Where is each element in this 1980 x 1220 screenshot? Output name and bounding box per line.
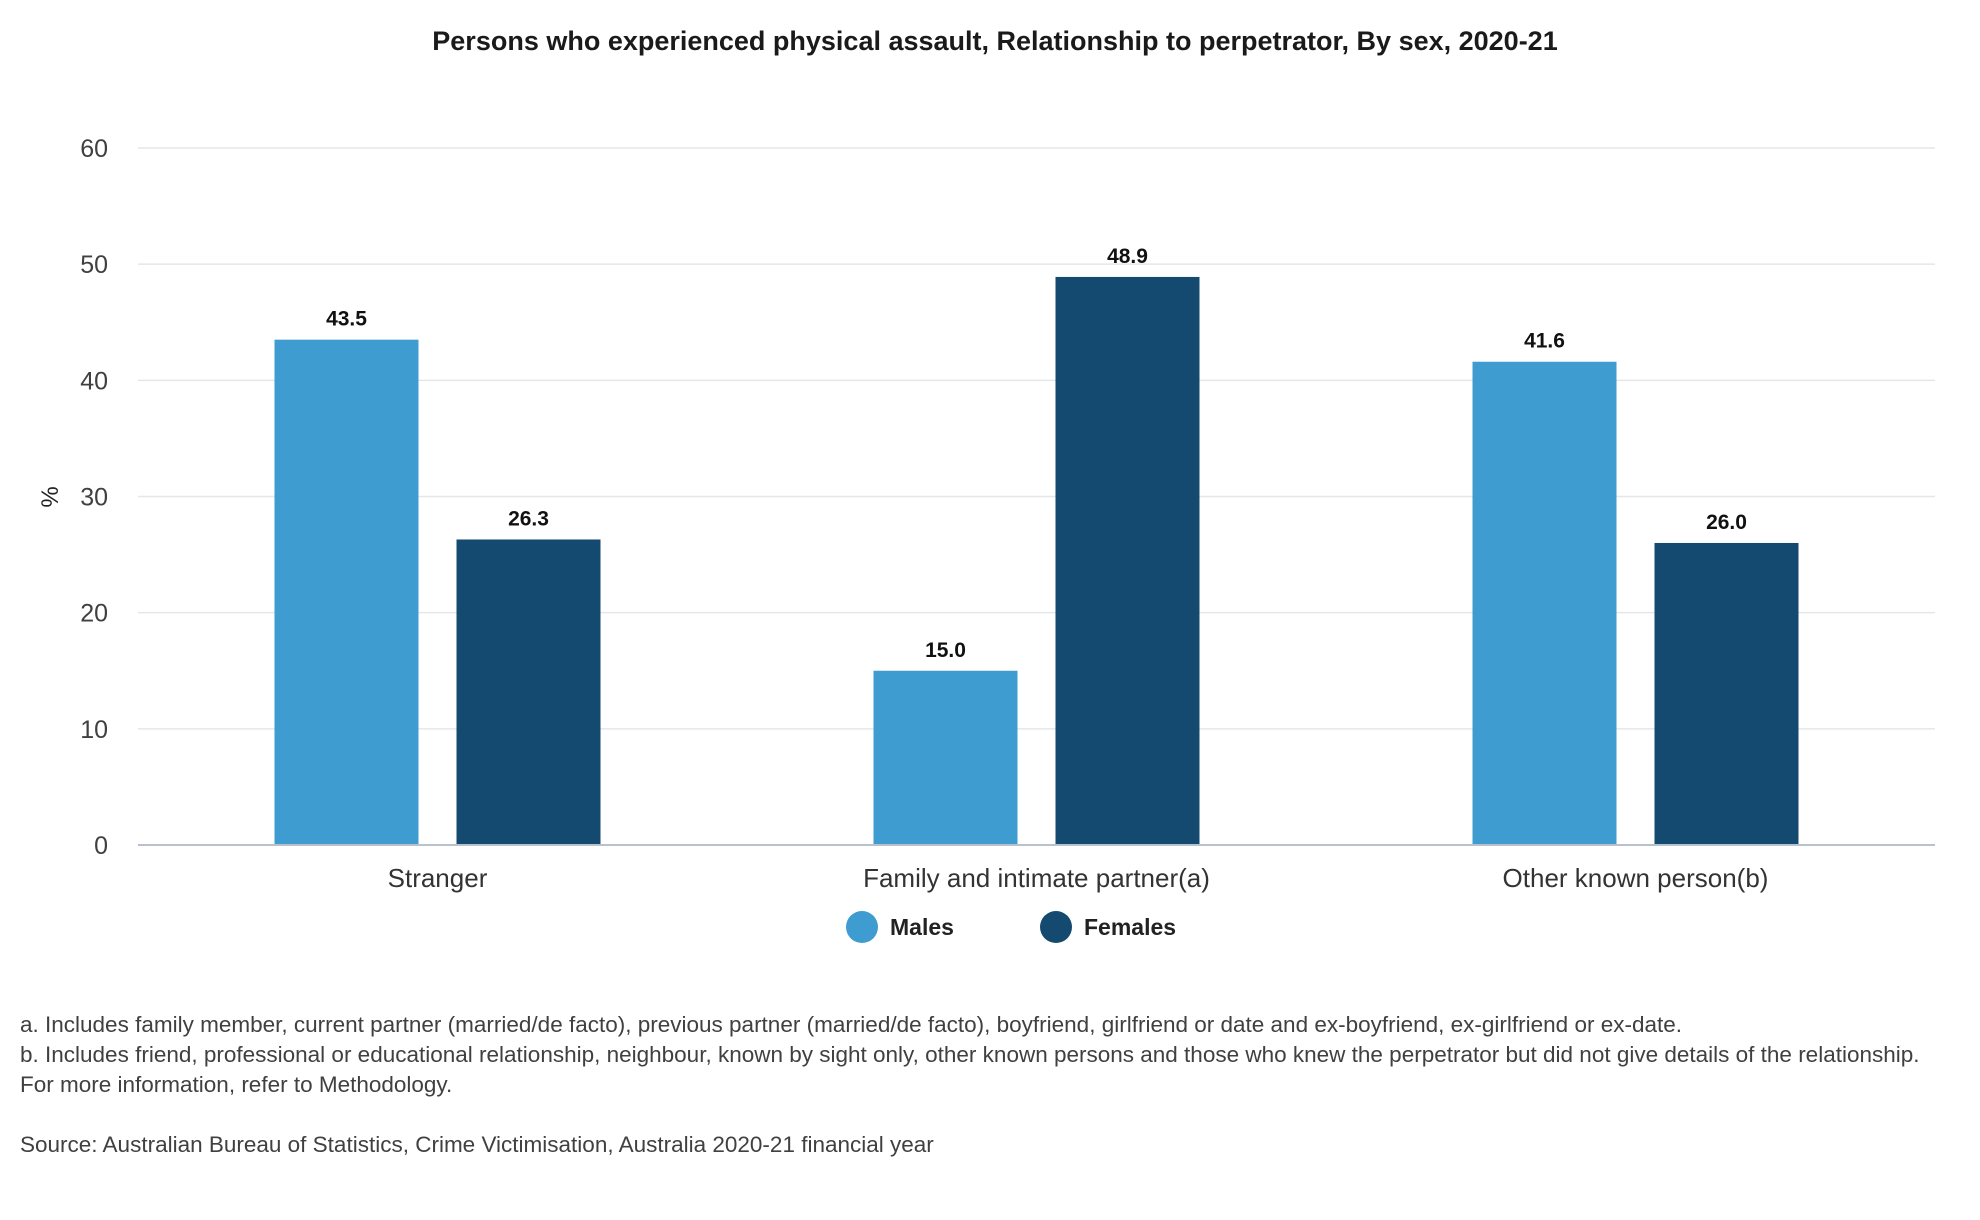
y-axis-ticks: 0 10 20 30 40 50 60 <box>80 135 108 860</box>
footnote-b: b. Includes friend, professional or educ… <box>20 1042 1920 1067</box>
chart: Persons who experienced physical assault… <box>37 26 1935 943</box>
legend-label: Males <box>890 914 954 940</box>
data-label: 15.0 <box>925 639 966 662</box>
x-category-label: Other known person(b) <box>1503 863 1769 893</box>
y-axis-label: % <box>37 486 64 507</box>
data-label: 26.3 <box>508 507 549 530</box>
data-label: 48.9 <box>1107 245 1148 268</box>
bar-males <box>873 670 1018 845</box>
legend-label: Females <box>1084 914 1176 940</box>
bar-females <box>456 539 601 845</box>
legend[interactable]: Males Females <box>846 911 1176 943</box>
data-label: 26.0 <box>1706 511 1747 534</box>
legend-item-males[interactable]: Males <box>846 911 954 943</box>
bars <box>274 276 1799 845</box>
chart-title: Persons who experienced physical assault… <box>432 26 1557 56</box>
legend-item-females[interactable]: Females <box>1040 911 1176 943</box>
y-tick-label: 50 <box>80 251 108 279</box>
data-label: 43.5 <box>326 308 367 331</box>
x-category-label: Stranger <box>388 863 488 893</box>
y-tick-label: 10 <box>80 716 108 744</box>
data-labels: 43.5 26.3 15.0 48.9 41.6 26.0 <box>326 245 1747 662</box>
y-tick-label: 30 <box>80 484 108 512</box>
footnote-a: a. Includes family member, current partn… <box>20 1012 1683 1037</box>
data-label: 41.6 <box>1524 330 1565 353</box>
more-info-note: For more information, refer to Methodolo… <box>20 1072 453 1097</box>
bar-males <box>274 339 419 845</box>
legend-swatch-males <box>846 911 878 943</box>
bar-males <box>1472 361 1617 845</box>
y-tick-label: 20 <box>80 600 108 628</box>
gridlines <box>138 147 1935 730</box>
y-tick-label: 60 <box>80 135 108 163</box>
bar-females <box>1654 542 1799 845</box>
y-tick-label: 40 <box>80 367 108 395</box>
y-tick-label: 0 <box>94 832 108 860</box>
source-note: Source: Australian Bureau of Statistics,… <box>20 1132 934 1157</box>
x-category-label: Family and intimate partner(a) <box>863 863 1210 893</box>
x-axis-categories: Stranger Family and intimate partner(a) Ot… <box>388 863 1769 893</box>
legend-swatch-females <box>1040 911 1072 943</box>
bar-chart: Persons who experienced physical assault… <box>37 26 1935 943</box>
bar-females <box>1055 276 1200 845</box>
chart-notes: a. Includes family member, current partn… <box>20 1010 1940 1160</box>
